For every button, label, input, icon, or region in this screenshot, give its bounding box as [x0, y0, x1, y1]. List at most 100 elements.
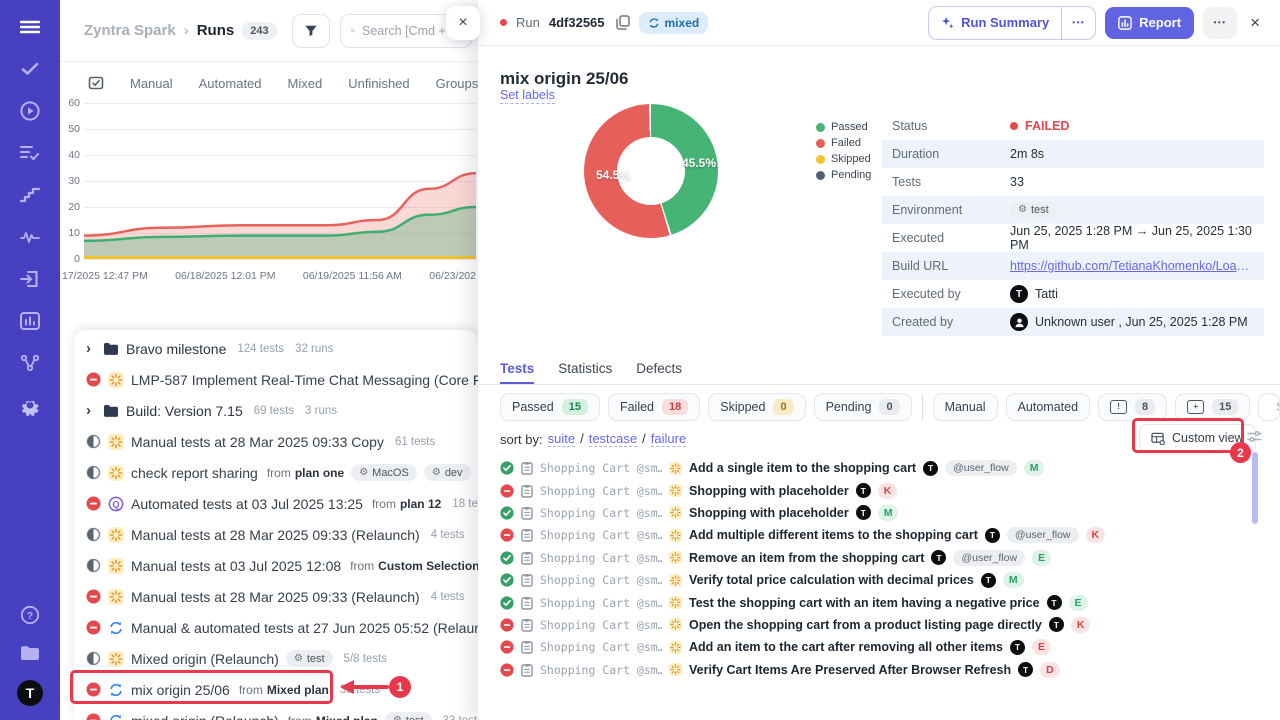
x-tick-label: 06/18/2025 12:01 PM [175, 270, 276, 282]
filter-button[interactable] [292, 13, 330, 48]
tab-unfinished[interactable]: Unfinished [348, 75, 410, 91]
copy-icon[interactable] [615, 15, 630, 30]
runs-play-icon[interactable] [19, 100, 41, 122]
view-settings-icon[interactable] [1247, 430, 1262, 443]
run-title: mixed origin (Relaunch) [131, 713, 279, 720]
chevron-right-icon[interactable]: › [86, 402, 91, 419]
comment-filter-chip[interactable]: ! 8 [1098, 393, 1168, 421]
test-title: Add multiple different items to the shop… [689, 528, 978, 543]
test-row[interactable]: Shopping Cart @sm… Open the shopping car… [500, 614, 1246, 636]
set-labels-link[interactable]: Set labels [500, 88, 555, 104]
partial-status-icon [86, 434, 101, 449]
type-filter-chip[interactable]: Manual [932, 393, 998, 421]
test-row[interactable]: Shopping Cart @sm… Shopping with placeho… [500, 479, 1246, 501]
run-row[interactable]: › Q [74, 426, 478, 457]
test-row[interactable]: Shopping Cart @sm… Shopping with placeho… [500, 502, 1246, 524]
test-tag: @user_flow [1006, 527, 1079, 544]
comment-filter-chip[interactable]: + 15 [1175, 393, 1251, 421]
list-check-icon[interactable] [19, 142, 41, 164]
legend-item: Pending [816, 169, 871, 181]
activity-icon[interactable] [19, 226, 41, 248]
divider [921, 394, 923, 420]
run-row[interactable]: › Q [74, 364, 478, 395]
status-filter-chip[interactable]: Pending 0 [813, 393, 912, 421]
info-row: Status FAILED [882, 112, 1264, 140]
report-button[interactable]: Report [1105, 6, 1195, 39]
sort-option[interactable]: / [580, 431, 584, 446]
count-badge: 15 [561, 399, 588, 415]
run-summary-more-button[interactable]: ••• [1061, 6, 1095, 39]
run-row[interactable]: › Q [74, 333, 478, 364]
menu-icon[interactable] [19, 16, 41, 38]
settings-gear-icon[interactable] [19, 394, 41, 416]
run-title: check report sharing [131, 464, 258, 481]
chevron-right-icon[interactable]: › [86, 340, 91, 357]
checks-icon[interactable] [19, 58, 41, 80]
run-row[interactable]: › Q [74, 674, 478, 705]
more-actions-button[interactable]: ••• [1203, 6, 1238, 39]
info-label: Created by [892, 315, 954, 329]
search-placeholder: Search [Cmd + K] [362, 23, 461, 38]
test-row[interactable]: Shopping Cart @sm… Verify Cart Items Are… [500, 659, 1246, 681]
run-title: Build: Version 7.15 [126, 402, 243, 419]
test-row[interactable]: Shopping Cart @sm… Add a single item to … [500, 457, 1246, 479]
run-type-badge: mixed [638, 11, 709, 34]
status-filter-chip[interactable]: Passed 15 [500, 393, 600, 421]
steps-icon[interactable] [19, 184, 41, 206]
status-filter-chip[interactable]: Skipped 0 [708, 393, 806, 421]
run-row[interactable]: › Q [74, 581, 478, 612]
value-text: 33 [1010, 175, 1024, 189]
test-row[interactable]: Shopping Cart @sm… Add an item to the ca… [500, 636, 1246, 658]
testcase-icon [521, 506, 533, 520]
run-row[interactable]: › Q [74, 457, 478, 488]
failed-dot [1010, 122, 1018, 130]
failed-status-icon [86, 620, 101, 635]
run-row[interactable]: › Q [74, 488, 478, 519]
run-row[interactable]: › Q [74, 643, 478, 674]
tab-mixed[interactable]: Mixed [287, 75, 323, 91]
close-detail-button[interactable]: × [1250, 12, 1260, 32]
failed-status-icon [86, 589, 101, 604]
tab-automated[interactable]: Automated [198, 75, 262, 91]
y-tick-label: 0 [74, 253, 80, 265]
user-avatar[interactable]: T [17, 680, 43, 706]
run-row[interactable]: › Q [74, 550, 478, 581]
tab-manual[interactable]: Manual [130, 75, 173, 91]
sort-option[interactable]: / [642, 431, 646, 446]
tests-scrollbar[interactable] [1252, 452, 1258, 524]
sort-option[interactable]: suite [547, 431, 576, 447]
manual-test-icon [669, 618, 682, 632]
annotation-badge-1: 1 [389, 676, 411, 698]
test-row[interactable]: Shopping Cart @sm… Test the shopping car… [500, 591, 1246, 613]
custom-view-button[interactable]: Custom view [1139, 424, 1256, 452]
tab-groups[interactable]: Groups [435, 75, 478, 91]
sort-option[interactable]: failure [650, 431, 687, 447]
run-row[interactable]: › Q [74, 705, 478, 720]
test-row[interactable]: Shopping Cart @sm… Verify total price ca… [500, 569, 1246, 591]
test-search-input[interactable]: Search by title/mes [1258, 393, 1280, 421]
value-text: Jun 25, 2025 1:28 PM → Jun 25, 2025 1:30… [1010, 224, 1252, 252]
branches-icon[interactable] [19, 352, 41, 374]
info-label: Tests [892, 175, 922, 189]
run-summary-button[interactable]: Run Summary [929, 7, 1061, 39]
panel-close-button[interactable]: × [446, 6, 480, 40]
run-row[interactable]: › Q [74, 395, 478, 426]
detail-tab[interactable]: Tests [500, 354, 535, 384]
type-filter-chip[interactable]: Automated [1005, 393, 1091, 421]
board-icon[interactable] [88, 75, 104, 91]
help-icon[interactable]: ? [19, 604, 41, 626]
detail-tab[interactable]: Statistics [558, 360, 613, 376]
import-icon[interactable] [19, 268, 41, 290]
analytics-icon[interactable] [19, 310, 41, 332]
detail-tab[interactable]: Defects [636, 360, 683, 376]
sort-option[interactable]: testcase [588, 431, 638, 447]
test-row[interactable]: Shopping Cart @sm… Add multiple differen… [500, 524, 1246, 546]
run-plan-name: plan one [294, 465, 345, 480]
run-row[interactable]: › Q [74, 519, 478, 550]
run-row[interactable]: › Q [74, 612, 478, 643]
breadcrumb-project[interactable]: Zyntra Spark [84, 22, 176, 39]
status-filter-chip[interactable]: Failed 18 [607, 393, 701, 421]
projects-folder-icon[interactable] [19, 642, 41, 664]
build-url-link[interactable]: https://github.com/TetianaKhomenko/Load-… [1010, 259, 1254, 273]
test-row[interactable]: Shopping Cart @sm… Remove an item from t… [500, 547, 1246, 569]
